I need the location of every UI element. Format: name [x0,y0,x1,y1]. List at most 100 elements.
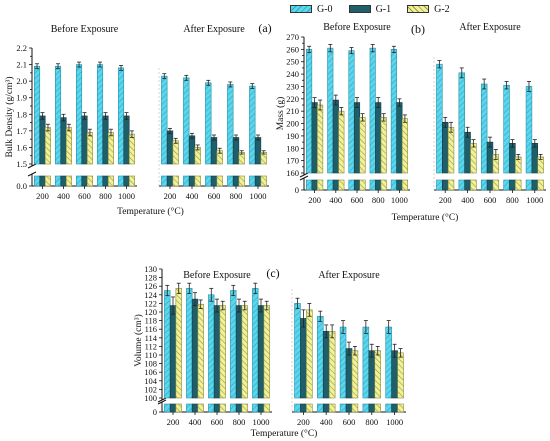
panel-c-volume: 0 100102104106108110112114116118120122124… [133,264,406,439]
bar-g-1 [311,102,318,174]
bar-g-0 [390,49,397,174]
bar-base-g-0 [76,175,83,187]
x-axis-label: Temperature (°C) [117,206,184,217]
bar-g-1 [102,115,109,165]
bar-g-0 [76,64,83,165]
y-tick-label: 108 [144,359,157,369]
x-tick-label: 800 [230,191,243,201]
y-tick-label: 1.9 [16,93,27,103]
bar-g-1 [254,137,262,165]
y-tick-label: 112 [145,341,157,351]
bar-base-g-1 [368,403,376,413]
bar-g-0 [436,63,443,174]
bar-g-0 [164,290,171,399]
bar-g-1 [300,318,307,399]
bar-g-0 [306,49,313,174]
bar-base-g-1 [509,179,516,191]
bar-g-0 [317,315,324,399]
bar-base-g-0 [480,179,488,191]
x-tick-label: 1000 [250,191,267,201]
x-tick-label: 400 [461,195,474,205]
bar-base-g-1 [332,179,339,191]
y-tick-label: 180 [286,143,299,153]
y-tick-label: 0 [153,407,157,417]
y-tick-label: 260 [286,44,299,54]
bar-g-0 [186,288,193,399]
y-tick-label: 1.8 [16,109,27,119]
y-tick-label: 190 [286,131,299,141]
legend-item-g2: G-2 [407,4,450,15]
x-tick-label: 800 [372,195,385,205]
bar-base-g-0 [118,175,125,187]
x-axis-label: Temperature (°C) [251,428,318,439]
bar-base-g-1 [232,175,240,187]
x-tick-label: 400 [320,417,333,427]
y-tick-label: 1.6 [16,142,27,152]
bar-base-g-2 [263,403,270,413]
bar-g-2 [338,110,345,174]
bar-g-0 [327,47,334,174]
bar-g-0 [183,77,190,165]
bar-base-g-0 [327,179,334,191]
bar-g-0 [205,82,212,165]
bar-g-0 [118,67,125,165]
bar-base-g-2 [537,179,544,191]
axis-break-mark [157,399,167,405]
bar-base-g-1 [311,179,318,191]
bar-g-1 [169,305,177,399]
bar-g-0 [348,50,355,174]
bar-base-g-1 [396,179,403,191]
legend-swatch-g0 [290,5,312,13]
x-tick-label: 400 [189,417,202,427]
axis-break-mark [27,171,37,177]
bar-base-g-2 [65,175,72,187]
bar-base-g-1 [300,403,307,413]
bar-base-g-0 [348,179,355,191]
bar-base-g-1 [102,175,109,187]
bar-base-g-2 [219,403,226,413]
bar-base-g-1 [60,175,67,187]
bar-g-1 [166,130,174,165]
bar-base-g-2 [128,175,135,187]
bar-base-g-0 [458,179,465,191]
panel-b-mass: 0 160 170 180 190 200 210 220 230 240 250 260 270 Mas… [275,22,546,223]
bar-g-1 [509,143,516,174]
y-tick-label: 0 [295,185,299,195]
bar-base-g-2 [197,403,204,413]
y-tick-label: 130 [144,264,157,274]
bar-base-g-1 [531,179,539,191]
bar-base-g-0 [161,175,168,187]
x-tick-label: 600 [351,195,364,205]
bar-base-g-0 [208,403,215,413]
bar-base-g-0 [362,403,370,413]
bar-g-1 [210,137,218,165]
y-tick-label: 122 [144,298,157,308]
bar-base-g-0 [97,175,104,187]
bar-base-g-2 [374,403,381,413]
bar-base-g-2 [260,175,267,187]
y-tick-label: 126 [144,281,157,291]
x-tick-label: 1000 [253,417,270,427]
x-tick-label: 200 [297,417,310,427]
bar-base-g-2 [351,403,359,413]
y-tick-label: 0.0 [16,181,27,191]
bar-g-0 [339,326,347,399]
bar-base-g-2 [238,175,245,187]
bar-g-2 [447,126,455,174]
x-tick-label: 1000 [391,195,408,205]
bar-g-2 [175,288,182,399]
y-tick-label: 1.5 [16,159,27,169]
bar-g-1 [345,348,353,399]
bar-base-g-0 [436,179,443,191]
bar-base-g-1 [166,175,174,187]
legend-label-g0: G-0 [317,3,333,15]
bar-g-2 [317,104,324,174]
bar-g-2 [351,350,359,399]
y-tick-label: 106 [144,367,157,377]
bar-g-0 [294,303,301,399]
bar-g-1 [123,115,130,165]
bar-g-1 [60,117,67,165]
bar-g-0 [227,84,234,165]
x-tick-label: 200 [36,191,49,201]
group-title: After Exposure [459,22,521,33]
